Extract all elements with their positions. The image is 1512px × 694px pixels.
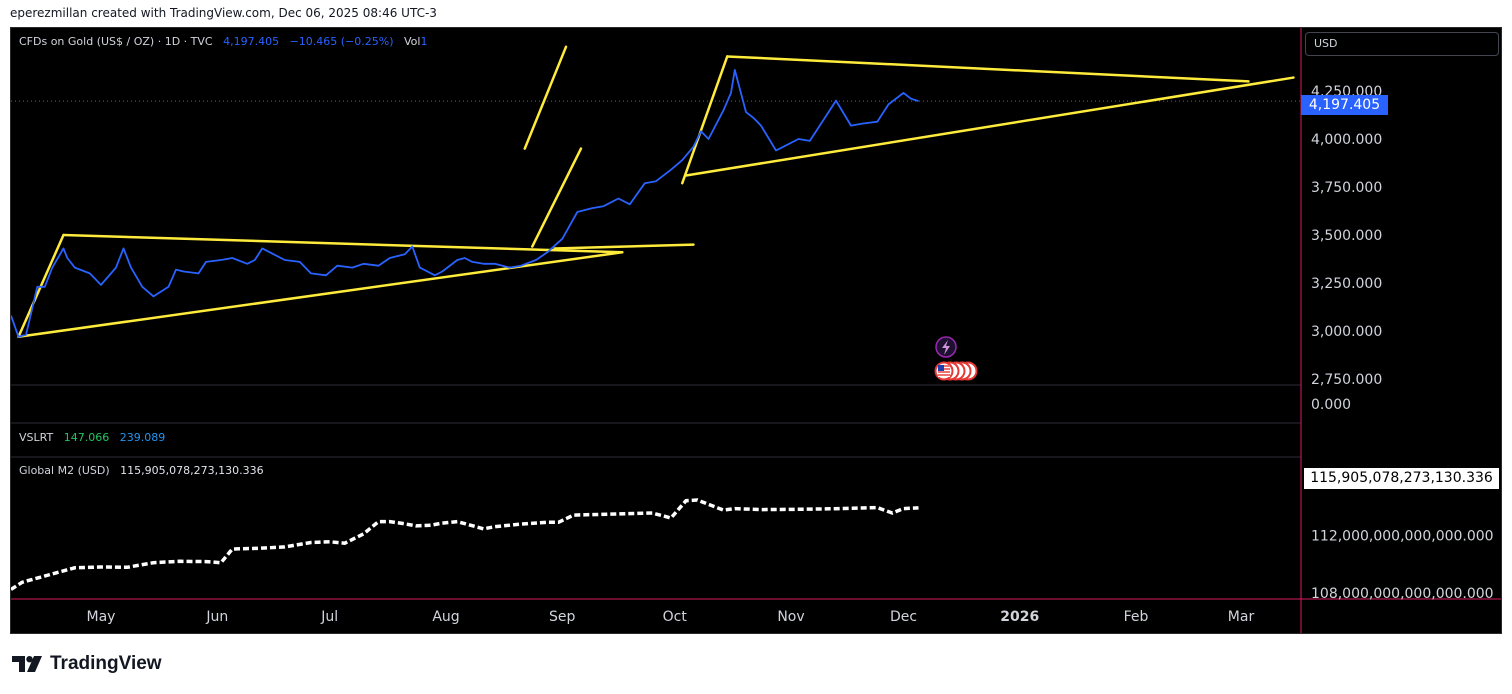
time-axis-tick: Nov (777, 609, 804, 625)
m2-name[interactable]: Global M2 (USD) (19, 464, 110, 477)
time-axis-tick: Sep (549, 609, 576, 625)
vslrt-name[interactable]: VSLRT (19, 431, 54, 444)
m2-axis-tick: 108,000,000,000,000.000 (1311, 586, 1494, 602)
time-axis-tick: 2026 (1000, 609, 1039, 625)
time-axis-tick: Jul (320, 609, 338, 625)
last-price-label: 4,197.405 (1301, 95, 1388, 115)
price-axis-tick: 3,000.000 (1311, 324, 1382, 340)
gold-price-line (11, 69, 919, 338)
brand-name: TradingView (50, 653, 162, 674)
trendline[interactable] (726, 55, 1250, 83)
global-m2-line (11, 498, 919, 591)
currency-selector[interactable]: USD (1305, 32, 1499, 56)
chart-canvas[interactable]: 2,750.000 3,000.000 3,250.000 3,500.000 3,75… (11, 28, 1502, 634)
m2-value: 115,905,078,273,130.336 (120, 464, 264, 477)
trendline[interactable] (553, 243, 695, 250)
time-axis-tick: Dec (890, 609, 917, 625)
m2-last-value-label: 115,905,078,273,130.336 (1304, 468, 1499, 489)
tradingview-brand[interactable]: TradingView (12, 652, 162, 676)
volume-axis-label: 0.000 (1311, 397, 1351, 413)
m2-axis-tick: 112,000,000,000,000.000 (1311, 528, 1494, 544)
trendline[interactable] (531, 147, 583, 248)
legend-vol-label[interactable]: Vol (404, 35, 421, 48)
time-axis-ticks: May Jun Jul Aug Sep Oct Nov Dec 2026 Feb Mar (87, 609, 1255, 625)
time-axis-tick: Oct (663, 609, 688, 625)
price-axis-tick: 3,250.000 (1311, 276, 1382, 292)
trendline[interactable] (62, 233, 624, 254)
price-axis-tick: 4,000.000 (1311, 132, 1382, 148)
trendline[interactable] (684, 76, 1295, 177)
legend-vol-suffix: 1 (420, 35, 428, 48)
vslrt-value-2: 239.089 (119, 431, 166, 444)
main-legend: CFDs on Gold (US$ / OZ) · 1D · TVC 4,197… (19, 35, 427, 48)
event-markers[interactable] (934, 336, 978, 381)
trendlines[interactable] (17, 45, 1295, 339)
symbol-title[interactable]: CFDs on Gold (US$ / OZ) · 1D · TVC (19, 35, 213, 48)
m2-legend: Global M2 (USD) 115,905,078,273,130.336 (19, 464, 264, 477)
price-axis-ticks: 2,750.000 3,000.000 3,250.000 3,500.000 3,75… (1311, 84, 1382, 388)
m2-series (11, 498, 919, 591)
vslrt-value-1: 147.066 (63, 431, 110, 444)
time-axis-tick: Aug (432, 609, 459, 625)
lightning-glyph (942, 340, 950, 355)
legend-price: 4,197.405 (223, 35, 280, 48)
trendline[interactable] (17, 251, 624, 339)
price-axis-tick: 2,750.000 (1311, 372, 1382, 388)
time-axis-tick: Jun (205, 609, 228, 625)
legend-change: −10.465 (−0.25%) (289, 35, 394, 48)
trendline[interactable] (681, 55, 729, 185)
time-axis-tick: Feb (1124, 609, 1149, 625)
flag-canton (938, 365, 944, 371)
trendline[interactable] (523, 45, 568, 150)
price-series (11, 69, 919, 338)
time-axis-tick: May (87, 609, 116, 625)
m2-axis-ticks: 108,000,000,000,000.000 112,000,000,000,0… (1311, 528, 1494, 602)
tradingview-logo-icon (12, 656, 42, 672)
chart-frame[interactable]: 2,750.000 3,000.000 3,250.000 3,500.000 3,75… (10, 27, 1502, 634)
price-axis-tick: 3,750.000 (1311, 180, 1382, 196)
pane-separators (11, 28, 1501, 633)
price-axis-tick: 3,500.000 (1311, 228, 1382, 244)
time-axis-tick: Mar (1228, 609, 1255, 625)
vslrt-legend: VSLRT 147.066 239.089 (19, 431, 165, 444)
trendline[interactable] (17, 233, 65, 339)
attribution-text: eperezmillan created with TradingView.co… (10, 6, 437, 20)
